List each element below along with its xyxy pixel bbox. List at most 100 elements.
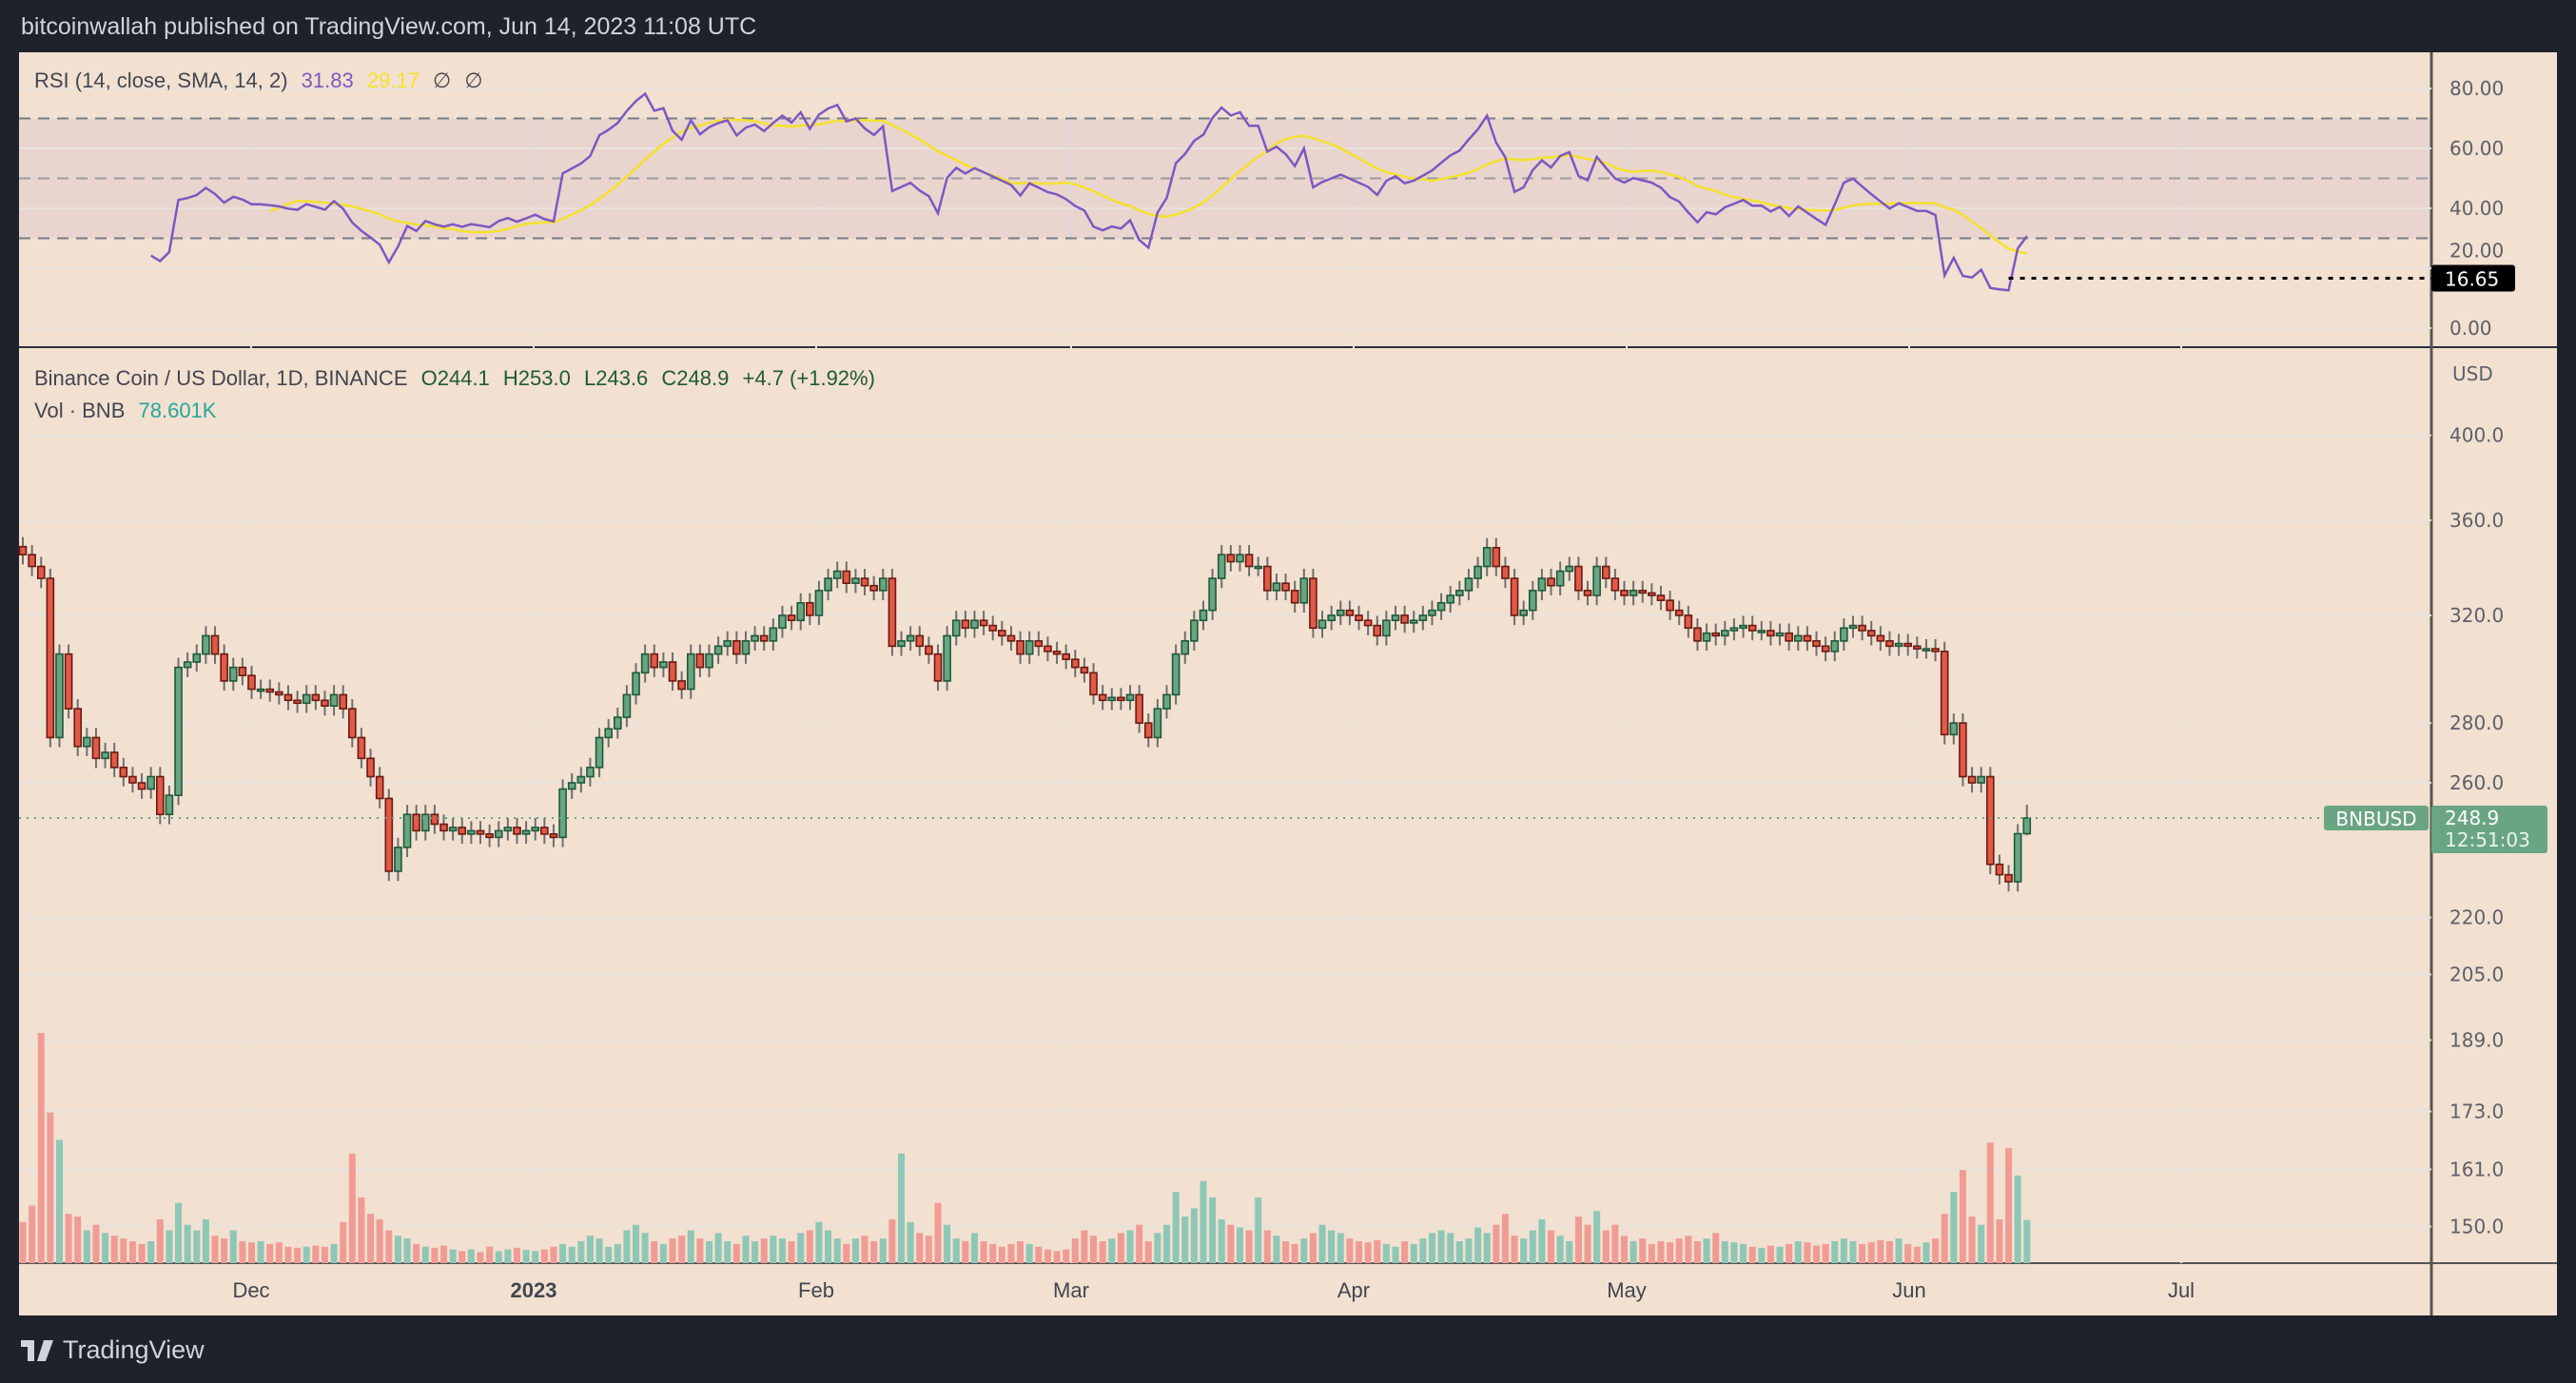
volume-bar [1071,1238,1079,1263]
bar-countdown: 12:51:03 [2445,828,2530,851]
candle [394,847,402,872]
volume-bar [1017,1240,1025,1263]
volume-bar [1227,1224,1235,1263]
volume-bar [1639,1238,1647,1263]
candle [1601,565,1610,579]
volume-bar [970,1233,978,1263]
candle [192,653,202,663]
candle [265,688,275,693]
volume-bar [586,1236,594,1263]
candle [1638,590,1648,594]
candle [128,775,137,784]
candle [375,775,384,800]
volume-bar [1885,1240,1893,1263]
candle [1025,640,1034,655]
candle [1693,627,1702,642]
volume-bar [861,1236,868,1263]
candle [1391,614,1400,622]
last-price-value: 248.9 [2445,807,2499,829]
volume-bar [1474,1227,1482,1263]
volume-bar [477,1252,484,1263]
candle [1729,627,1739,632]
candle [2013,832,2022,883]
candle [695,653,705,669]
candle [439,823,448,832]
volume-bar [550,1246,557,1263]
volume-bar [1913,1246,1921,1263]
volume-bar [1144,1240,1152,1263]
volume-bar [1730,1242,1738,1263]
volume-bar [1501,1214,1509,1263]
candle [1236,554,1244,563]
rsi-value: 31.83 [301,68,354,92]
volume-legend[interactable]: Vol · BNB 78.601K [34,399,224,423]
candle [951,619,961,637]
rsi-line [150,91,2028,292]
candle [677,680,686,691]
time-axis-label: 2023 [511,1278,557,1302]
candle [28,554,36,568]
candle [366,757,375,778]
volume-bar [1593,1211,1601,1263]
volume-bar [1520,1238,1528,1263]
volume-bar [202,1218,209,1263]
candle [851,577,860,584]
candle [1620,590,1629,596]
volume-bar [797,1233,805,1263]
volume-bar [760,1238,768,1263]
volume-bar [413,1243,420,1263]
price-legend[interactable]: Binance Coin / US Dollar, 1D, BINANCE O2… [34,366,883,391]
volume-bar [302,1246,310,1263]
volume-bar [1968,1217,1976,1263]
volume-bar [156,1218,164,1263]
candle [1967,775,1977,784]
candle [1080,666,1089,674]
candle [732,640,741,655]
volume-bar [1465,1238,1473,1263]
volume-bar [1922,1242,1930,1263]
volume-bar [633,1224,640,1263]
candle [1071,658,1080,669]
candle [1125,693,1135,702]
candle [467,829,476,835]
volume-bar [376,1218,383,1263]
volume-bar [732,1243,740,1263]
candle [1922,648,1931,652]
volume-bar [459,1251,466,1263]
volume-bar [1318,1224,1326,1263]
candle [46,577,55,739]
candle [1913,645,1922,650]
volume-bar [714,1233,722,1263]
candle [339,693,348,710]
rsi-ma-line [269,118,2028,256]
candle [1519,609,1528,616]
volume-bar [166,1230,173,1263]
volume-bar [907,1221,914,1263]
candle [1866,630,1876,637]
tradingview-logo[interactable]: TradingView [21,1335,205,1365]
candle [137,782,146,790]
chart-frame[interactable] [19,52,2557,1315]
volume-bar [833,1238,841,1263]
candle [202,634,210,655]
candle [402,813,412,848]
volume-bar [1364,1242,1372,1263]
rsi-legend[interactable]: RSI (14, close, SMA, 14, 2) 31.83 29.17 … [34,68,491,93]
brand-name: TradingView [63,1335,205,1364]
volume-bar [1035,1246,1043,1263]
rsi-title: RSI (14, close, SMA, 14, 2) [34,68,288,92]
candle [485,833,494,839]
candle [256,688,265,692]
volume-bar [513,1247,520,1263]
candle [1143,722,1153,739]
time-axis-label: Jul [2168,1278,2195,1302]
candle [2004,873,2013,883]
volume-bar [1245,1230,1253,1263]
candle [1428,609,1436,616]
candle [998,630,1006,637]
volume-bar [431,1247,439,1263]
candle [1583,590,1592,596]
volume-bar [1621,1236,1628,1263]
candle [384,797,394,872]
